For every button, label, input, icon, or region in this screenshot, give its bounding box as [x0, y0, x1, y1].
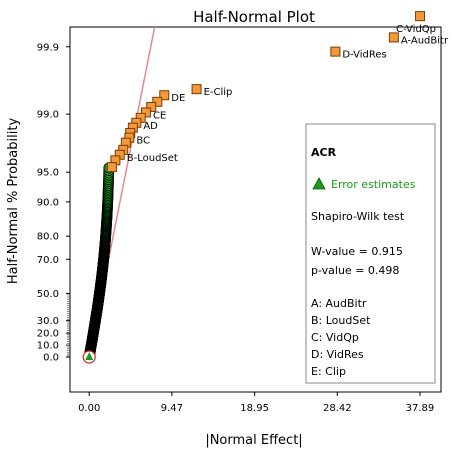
legend-factor: E: Clip — [311, 365, 346, 378]
effect-label: BC — [136, 136, 150, 147]
origin-triangle — [85, 352, 94, 360]
effect-point — [146, 101, 157, 112]
legend-heading: ACR — [311, 146, 337, 159]
plot-area: 0.00 9.47 18.95 28.42 37.89 0.010.020.0 30.0 50… — [37, 11, 449, 414]
effect-point — [388, 32, 399, 43]
y-tick-label: 50.0 — [37, 289, 59, 300]
effect-point — [191, 84, 202, 95]
x-tick-label: 0.00 — [78, 403, 100, 414]
effect-point — [415, 11, 426, 22]
effect-point — [106, 162, 117, 173]
effect-label: C-VidQp — [396, 24, 436, 35]
x-tick-label: 37.89 — [406, 403, 435, 414]
legend-factor: D: VidRes — [311, 348, 364, 361]
plot-frame — [69, 26, 442, 393]
effect-point — [140, 107, 151, 118]
effect-label: B-LoudSet — [127, 153, 178, 164]
x-tick-label: 28.42 — [323, 403, 352, 414]
y-tick-label: 0.0 — [43, 353, 59, 364]
y-tick-label: 20.0 — [37, 329, 59, 340]
legend-triangle — [312, 177, 326, 190]
x-tick-label: 18.95 — [240, 403, 269, 414]
effect-label: CE — [153, 110, 166, 121]
legend-factor: B: LoudSet — [311, 314, 371, 327]
effect-point — [152, 96, 163, 107]
y-tick-label: 80.0 — [37, 232, 59, 243]
legend: ACR Error estimates Shapiro-Wilk test W-val… — [305, 123, 436, 384]
chart-title: Half-Normal Plot — [193, 8, 315, 26]
effect-label: A-AudBitr — [401, 35, 449, 46]
y-tick-label: 90.0 — [37, 197, 59, 208]
legend-factor: C: VidQp — [311, 331, 359, 344]
effect-label: AD — [143, 121, 158, 132]
y-tick-label: 70.0 — [37, 255, 59, 266]
y-tick-label: 99.0 — [37, 110, 59, 121]
effect-point — [159, 90, 170, 101]
legend-test-name: Shapiro-Wilk test — [311, 210, 405, 223]
x-axis-title: |Normal Effect| — [205, 433, 302, 448]
y-tick-label: 95.0 — [37, 168, 59, 179]
effect-point — [330, 46, 341, 57]
legend-box — [305, 123, 436, 384]
y-tick-label: 99.9 — [37, 42, 59, 53]
effect-label: DE — [171, 93, 185, 104]
x-tick-label: 9.47 — [161, 403, 183, 414]
error-estimates — [83, 162, 115, 363]
effect-label: D-VidRes — [342, 50, 386, 61]
legend-error-label: Error estimates — [331, 178, 416, 191]
legend-factor: A: AudBitr — [311, 297, 367, 310]
legend-p-value: p-value = 0.498 — [311, 264, 399, 277]
y-tick-label: 30.0 — [37, 316, 59, 327]
y-tick-label: 10.0 — [37, 341, 59, 352]
y-axis-title: Half-Normal % Probability — [6, 118, 21, 285]
effect-label: E-Clip — [204, 87, 233, 98]
legend-w-value: W-value = 0.915 — [311, 245, 403, 258]
